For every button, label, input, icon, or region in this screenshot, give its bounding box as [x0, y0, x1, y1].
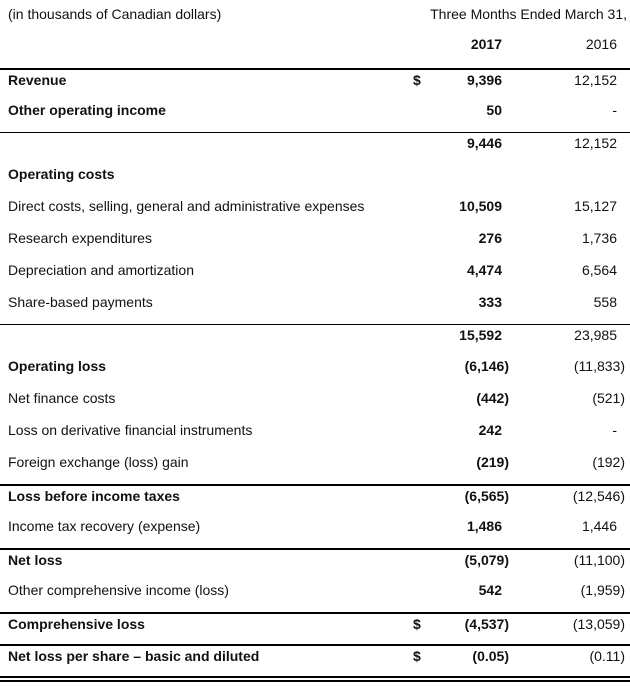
year-columns-header: 2017 2016 [0, 28, 630, 68]
value-2017: (219) [476, 454, 509, 470]
table-row: Loss on derivative financial instruments… [0, 420, 630, 452]
value-2017: (4,537) [464, 616, 509, 632]
value-2017: 50 [486, 102, 502, 118]
value-2017: (5,079) [464, 552, 509, 568]
value-2017: 4,474 [466, 262, 502, 278]
value-2017: 276 [478, 230, 502, 246]
value-2017: (6,146) [464, 358, 509, 374]
value-2016: (13,059) [572, 616, 625, 632]
value-2017: 10,509 [459, 198, 502, 214]
dollar-sign: $ [413, 616, 421, 632]
row-label: Foreign exchange (loss) gain [8, 454, 189, 470]
statement-header: (in thousands of Canadian dollars) Three… [0, 0, 630, 28]
row-label: Revenue [8, 72, 67, 88]
table-row: Net loss per share – basic and diluted $… [0, 644, 630, 676]
value-2016: (192) [592, 454, 625, 470]
value-2016: - [612, 422, 617, 438]
table-row: Comprehensive loss $ (4,537) (13,059) [0, 612, 630, 644]
value-2016: (0.11) [589, 648, 625, 664]
row-label: Net loss [8, 552, 63, 568]
table-row: Net loss (5,079) (11,100) [0, 548, 630, 580]
row-label: Depreciation and amortization [8, 262, 194, 278]
value-2017: 1,486 [466, 518, 502, 534]
value-2016: (11,833) [573, 358, 625, 374]
row-label: Research expenditures [8, 230, 152, 246]
value-2017: (6,565) [464, 488, 509, 504]
value-2016: 23,985 [574, 327, 617, 343]
table-row: Foreign exchange (loss) gain (219) (192) [0, 452, 630, 484]
row-label: Other operating income [8, 102, 166, 118]
units-note: (in thousands of Canadian dollars) [8, 6, 222, 22]
table-row: Depreciation and amortization 4,474 6,56… [0, 260, 630, 292]
row-label: Income tax recovery (expense) [8, 518, 201, 534]
value-2016: 12,152 [574, 72, 617, 88]
table-row: Revenue $ 9,396 12,152 [0, 68, 630, 100]
value-2017: 242 [478, 422, 502, 438]
value-2016: 12,152 [574, 135, 617, 151]
value-2016: 1,736 [581, 230, 617, 246]
value-2017: 333 [478, 294, 502, 310]
table-row: Other operating income 50 - [0, 100, 630, 132]
value-2016: 1,446 [581, 518, 617, 534]
row-label: Net finance costs [8, 390, 116, 406]
value-2017: 15,592 [459, 327, 502, 343]
table-row: 15,592 23,985 [0, 324, 630, 356]
row-label: Operating costs [8, 166, 115, 182]
value-2017: 9,396 [466, 72, 502, 88]
value-2017: 542 [478, 582, 502, 598]
value-2017: (0.05) [472, 648, 509, 664]
table-row: 9,446 12,152 [0, 132, 630, 164]
table-row: Other comprehensive income (loss) 542 (1… [0, 580, 630, 612]
dollar-sign: $ [413, 648, 421, 664]
value-2016: (11,100) [573, 552, 625, 568]
row-label: Net loss per share – basic and diluted [8, 648, 260, 664]
row-label: Other comprehensive income (loss) [8, 582, 229, 598]
value-2016: - [612, 102, 617, 118]
table-row: Net finance costs (442) (521) [0, 388, 630, 420]
value-2017: (442) [476, 390, 509, 406]
row-label: Direct costs, selling, general and admin… [8, 198, 365, 214]
value-2016: (521) [592, 390, 625, 406]
table-row: Operating loss (6,146) (11,833) [0, 356, 630, 388]
row-label: Share-based payments [8, 294, 153, 310]
row-label: Loss on derivative financial instruments [8, 422, 253, 438]
table-row: Research expenditures 276 1,736 [0, 228, 630, 260]
bottom-double-rule [0, 676, 630, 682]
table-row: Operating costs [0, 164, 630, 196]
dollar-sign: $ [413, 72, 421, 88]
value-2016: 15,127 [574, 198, 617, 214]
table-row: Share-based payments 333 558 [0, 292, 630, 324]
value-2017: 9,446 [466, 135, 502, 151]
statement-rows: Revenue $ 9,396 12,152 Other operating i… [0, 68, 630, 676]
table-row: Loss before income taxes (6,565) (12,546… [0, 484, 630, 516]
row-label: Comprehensive loss [8, 616, 145, 632]
table-row: Direct costs, selling, general and admin… [0, 196, 630, 228]
value-2016: 6,564 [581, 262, 617, 278]
row-label: Loss before income taxes [8, 488, 180, 504]
period-header: Three Months Ended March 31, [430, 6, 627, 22]
value-2016: (1,959) [580, 582, 625, 598]
column-header-2017: 2017 [470, 36, 502, 52]
table-row: Income tax recovery (expense) 1,486 1,44… [0, 516, 630, 548]
value-2016: 558 [593, 294, 617, 310]
column-header-2016: 2016 [585, 36, 617, 52]
value-2016: (12,546) [572, 488, 625, 504]
row-label: Operating loss [8, 358, 107, 374]
